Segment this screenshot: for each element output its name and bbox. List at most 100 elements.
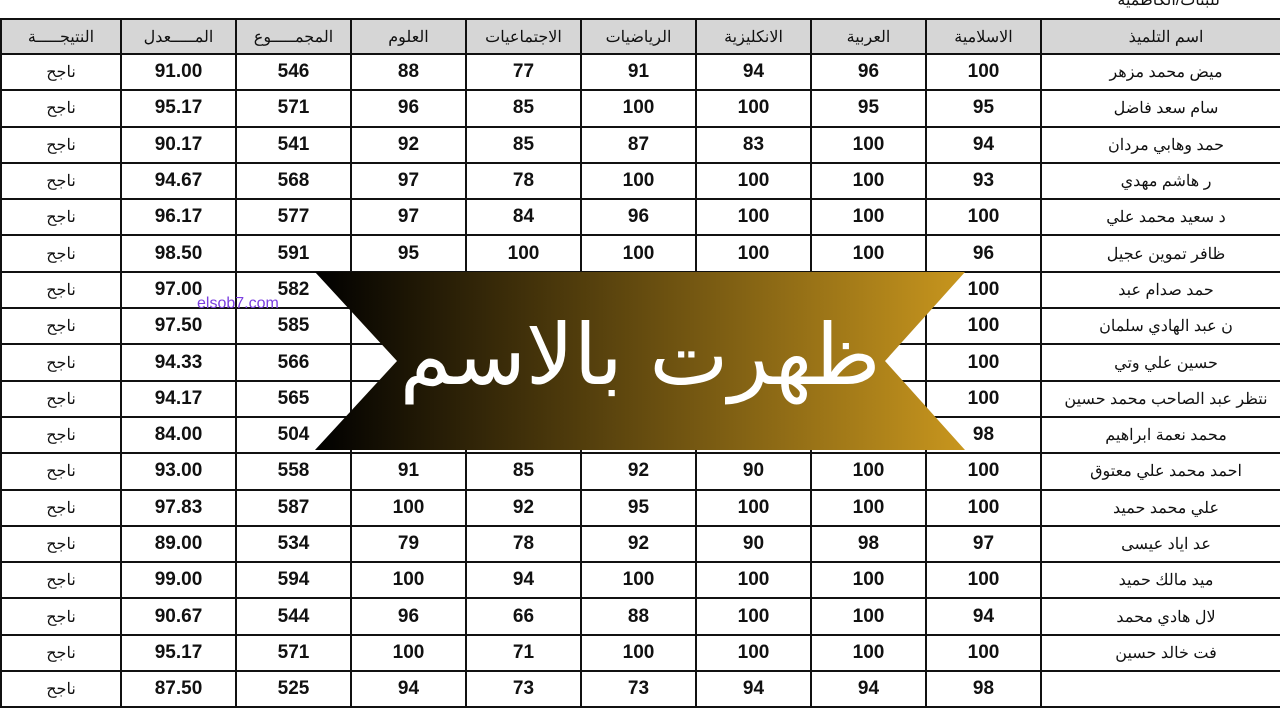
cell-total: 565 — [235, 379, 352, 418]
cell-average: 94.33 — [120, 343, 237, 382]
cell-social-score: 78 — [465, 161, 582, 201]
cell-student-name: محمد نعمة ابراهيم — [1040, 415, 1280, 455]
header-average: المـــــعدل — [120, 18, 237, 55]
cell-total: 558 — [235, 452, 352, 491]
cell-arabic-score: 95 — [810, 89, 927, 128]
cell-science-score: 100 — [350, 633, 467, 673]
cell-english-score: 90 — [695, 452, 812, 491]
cell-science-score: 92 — [350, 125, 467, 164]
cell-islamic-score: 100 — [925, 343, 1042, 382]
cell-student-name: احمد محمد علي معتوق — [1040, 452, 1280, 491]
cell-math-score: 96 — [580, 198, 697, 237]
cell-average: 94.67 — [120, 161, 237, 201]
cell-total: 525 — [235, 670, 352, 709]
cell-average: 89.00 — [120, 524, 237, 564]
cell-result: ناجح — [0, 452, 122, 491]
cell-total: 587 — [235, 488, 352, 527]
cell-student-name: نتظر عبد الصاحب محمد حسين — [1040, 379, 1280, 418]
cell-arabic-score: 100 — [810, 161, 927, 201]
cell-average: 97.00 — [120, 270, 237, 310]
table-row: د سعيد محمد علي 100 100 100 96 84 97 577 96.17 نا… — [0, 198, 1280, 237]
table-row: ظافر تموين عجيل 96 100 100 100 100 95 591 98.50 ن… — [0, 234, 1280, 273]
cell-arabic-score: 100 — [810, 234, 927, 273]
cell-islamic-score: 100 — [925, 488, 1042, 527]
cell-student-name: ر هاشم مهدي — [1040, 161, 1280, 201]
cell-arabic-score: 98 — [810, 524, 927, 564]
cell-average: 84.00 — [120, 415, 237, 455]
cell-average: 96.17 — [120, 198, 237, 237]
header-arabic-score: العربية — [810, 18, 927, 55]
cell-science-score: 100 — [350, 488, 467, 527]
cell-math-score: 88 — [580, 597, 697, 636]
cell-student-name: ميض محمد مزهر — [1040, 52, 1280, 92]
cell-total: 571 — [235, 633, 352, 673]
cell-student-name: حسين علي وتي — [1040, 343, 1280, 382]
cell-social-score: 77 — [465, 52, 582, 92]
cell-science-score: 88 — [350, 52, 467, 92]
cell-student-name: ن عبد الهادي سلمان — [1040, 307, 1280, 346]
cell-islamic-score: 93 — [925, 161, 1042, 201]
cell-english-score: 94 — [695, 670, 812, 709]
cell-islamic-score: 98 — [925, 670, 1042, 709]
cell-math-score: 100 — [580, 561, 697, 600]
cell-student-name: سام سعد فاضل — [1040, 89, 1280, 128]
header-math-score: الرياضيات — [580, 18, 697, 55]
cell-average: 97.83 — [120, 488, 237, 527]
cell-math-score: 92 — [580, 524, 697, 564]
table-row: ر هاشم مهدي 93 100 100 100 78 97 568 94.67 ناجح — [0, 161, 1280, 201]
cell-islamic-score: 100 — [925, 52, 1042, 92]
cell-english-score: 100 — [695, 89, 812, 128]
cell-islamic-score: 95 — [925, 89, 1042, 128]
cell-student-name: فت خالد حسين — [1040, 633, 1280, 673]
cell-average: 90.17 — [120, 125, 237, 164]
cell-math-score: 100 — [580, 161, 697, 201]
cell-science-score: 97 — [350, 161, 467, 201]
cell-student-name: عد اياد عيسى — [1040, 524, 1280, 564]
cell-total: 585 — [235, 307, 352, 346]
header-islamic-score: الاسلامية — [925, 18, 1042, 55]
watermark: elsob7.com — [197, 295, 279, 312]
cell-arabic-score: 94 — [810, 670, 927, 709]
cell-result: ناجح — [0, 270, 122, 310]
cell-math-score: 95 — [580, 488, 697, 527]
banner-shape — [315, 272, 965, 450]
cell-science-score: 91 — [350, 452, 467, 491]
cell-islamic-score: 94 — [925, 597, 1042, 636]
table-row: لال هادي محمد 94 100 100 88 66 96 544 90.67 ناجح — [0, 597, 1280, 636]
cell-math-score: 92 — [580, 452, 697, 491]
cell-student-name — [1040, 670, 1280, 709]
table-row: ميد مالك حميد 100 100 100 100 94 100 594 99.00 نا… — [0, 561, 1280, 600]
cell-science-score: 100 — [350, 561, 467, 600]
cell-islamic-score: 97 — [925, 524, 1042, 564]
cell-average: 93.00 — [120, 452, 237, 491]
table-header-row: اسم التلميذ الاسلامية العربية الانكليزية الر… — [0, 18, 1280, 55]
school-label: للبنات/الكاظمية — [1117, 0, 1220, 9]
header-total: المجمـــــوع — [235, 18, 352, 55]
cell-science-score: 95 — [350, 234, 467, 273]
cell-total: 544 — [235, 597, 352, 636]
cell-average: 94.17 — [120, 379, 237, 418]
cell-average: 87.50 — [120, 670, 237, 709]
cell-social-score: 100 — [465, 234, 582, 273]
cell-science-score: 94 — [350, 670, 467, 709]
cell-english-score: 100 — [695, 161, 812, 201]
cell-english-score: 94 — [695, 52, 812, 92]
cell-islamic-score: 100 — [925, 379, 1042, 418]
cell-result: ناجح — [0, 379, 122, 418]
cell-math-score: 91 — [580, 52, 697, 92]
table-row: احمد محمد علي معتوق 100 100 90 92 85 91 558 93.0… — [0, 452, 1280, 491]
cell-total: 571 — [235, 89, 352, 128]
cell-result: ناجح — [0, 125, 122, 164]
cell-social-score: 84 — [465, 198, 582, 237]
cell-result: ناجح — [0, 52, 122, 92]
cell-english-score: 83 — [695, 125, 812, 164]
cell-result: ناجح — [0, 561, 122, 600]
cell-result: ناجح — [0, 670, 122, 709]
cell-islamic-score: 100 — [925, 561, 1042, 600]
cell-islamic-score: 96 — [925, 234, 1042, 273]
cell-total: 568 — [235, 161, 352, 201]
cell-science-score: 96 — [350, 89, 467, 128]
cell-social-score: 78 — [465, 524, 582, 564]
cell-math-score: 100 — [580, 234, 697, 273]
